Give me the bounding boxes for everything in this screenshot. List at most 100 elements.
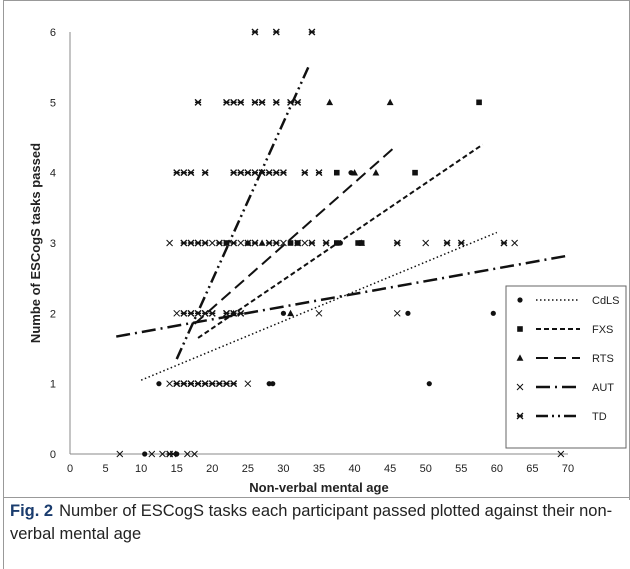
data-point-aut: [166, 380, 173, 388]
legend-label-rts: RTS: [592, 353, 614, 365]
data-point-td: [237, 169, 245, 177]
data-point-rts: [326, 98, 334, 106]
data-point-cdls: [426, 381, 432, 387]
legend-label-cdls: CdLS: [592, 295, 620, 307]
data-point-fxs: [333, 169, 340, 176]
data-point-td: [173, 380, 181, 388]
data-point-td: [180, 169, 188, 177]
data-point-td: [201, 309, 209, 317]
legend-marker-rts: [516, 354, 524, 361]
data-point-td: [237, 309, 245, 317]
data-point-cdls: [270, 381, 276, 387]
x-tick-label: 5: [103, 463, 109, 475]
data-point-cdls: [405, 310, 411, 316]
x-tick-label: 0: [67, 463, 73, 475]
data-point-rts: [287, 309, 294, 317]
data-point-td: [322, 239, 330, 247]
data-point-td: [251, 239, 259, 247]
y-axis-label: Numbe of ESCogS tasks passed: [28, 143, 43, 343]
data-point-td: [251, 169, 259, 177]
data-point-td: [272, 169, 280, 177]
data-point-fxs: [333, 240, 340, 246]
x-tick-label: 45: [384, 463, 396, 475]
x-tick-label: 20: [206, 463, 218, 475]
figure-label: Fig. 2: [10, 502, 54, 520]
data-point-td: [187, 239, 195, 247]
legend-marker-td: [516, 412, 524, 420]
data-point-aut: [148, 450, 156, 458]
data-point-td: [223, 380, 231, 388]
data-point-cdls: [174, 451, 180, 457]
data-point-td: [215, 380, 223, 388]
x-axis-label: Non-verbal mental age: [249, 480, 388, 495]
data-point-rts: [358, 239, 366, 246]
data-point-td: [443, 239, 451, 247]
x-tick-label: 50: [420, 463, 432, 475]
x-tick-label: 60: [491, 463, 503, 475]
data-point-td: [294, 239, 302, 247]
data-point-aut: [184, 450, 191, 458]
x-tick-label: 15: [171, 463, 183, 475]
data-point-td: [287, 98, 295, 106]
data-point-aut: [422, 239, 430, 247]
data-point-td: [173, 169, 181, 177]
data-point-td: [194, 98, 202, 106]
y-tick-label: 3: [50, 238, 56, 250]
data-point-td: [194, 239, 202, 247]
data-point-td: [187, 309, 195, 317]
data-point-cdls: [490, 310, 496, 316]
data-point-aut: [166, 239, 173, 247]
data-point-aut: [237, 239, 245, 247]
data-point-td: [393, 239, 401, 247]
data-point-fxs: [287, 240, 294, 246]
data-point-aut: [393, 309, 401, 317]
legend-marker-fxs: [517, 326, 523, 332]
data-point-td: [272, 98, 280, 106]
x-tick-label: 10: [135, 463, 147, 475]
data-point-td: [244, 239, 252, 247]
y-tick-label: 1: [50, 379, 56, 391]
data-point-td: [208, 380, 216, 388]
x-tick-label: 70: [562, 463, 574, 475]
data-point-td: [279, 169, 287, 177]
legend-label-aut: AUT: [592, 382, 614, 394]
data-point-aut: [280, 239, 287, 247]
data-point-aut: [173, 309, 181, 317]
x-tick-label: 30: [277, 463, 289, 475]
x-tick-label: 40: [348, 463, 360, 475]
data-point-td: [223, 98, 231, 106]
data-point-rts: [351, 169, 358, 176]
figure-caption-text: Number of ESCogS tasks each participant …: [10, 502, 613, 543]
data-point-fxs: [412, 169, 418, 176]
trend-line-cdls: [140, 231, 498, 381]
data-point-aut: [208, 239, 216, 247]
data-point-cdls: [156, 381, 162, 387]
y-tick-label: 4: [50, 168, 56, 180]
data-point-td: [201, 239, 209, 247]
data-point-td: [166, 450, 174, 458]
y-tick-label: 0: [50, 449, 56, 461]
legend-box: [505, 285, 627, 449]
data-point-td: [308, 239, 316, 247]
data-point-td: [237, 98, 245, 106]
data-point-td: [201, 380, 209, 388]
data-point-cdls: [266, 381, 272, 387]
data-point-td: [187, 169, 195, 177]
data-point-td: [272, 28, 280, 36]
legend-label-fxs: FXS: [592, 324, 613, 336]
trend-lines: [116, 66, 569, 381]
data-point-td: [294, 98, 302, 106]
x-tick-label: 25: [242, 463, 254, 475]
data-point-td: [301, 169, 309, 177]
data-point-fxs: [476, 99, 482, 106]
data-point-td: [180, 239, 188, 247]
data-point-td: [265, 169, 273, 177]
data-point-td: [230, 380, 238, 388]
data-point-cdls: [280, 310, 287, 316]
data-point-rts: [372, 169, 380, 176]
y-tick-label: 6: [50, 27, 56, 39]
data-point-td: [180, 380, 188, 388]
data-point-td: [265, 239, 273, 247]
y-tick-label: 5: [50, 97, 56, 109]
